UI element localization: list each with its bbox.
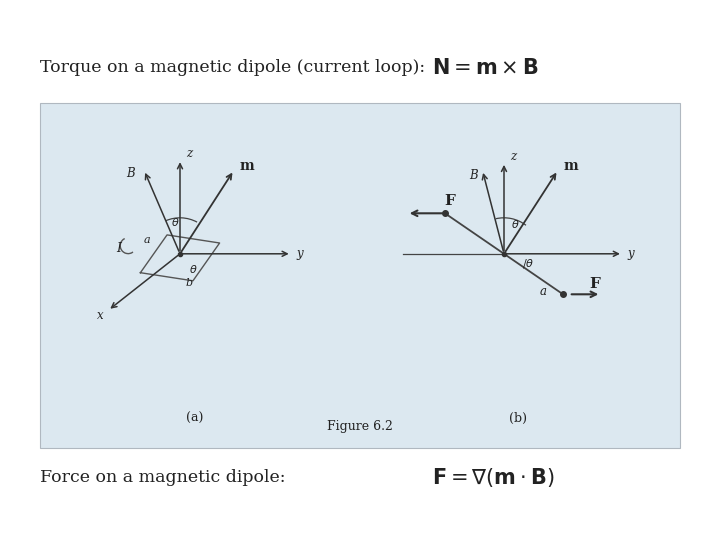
Text: B: B [126, 167, 135, 180]
Text: x: x [97, 309, 104, 322]
Text: m: m [563, 159, 577, 173]
Text: (a): (a) [186, 412, 203, 425]
Text: $\theta$: $\theta$ [189, 263, 197, 275]
Text: b: b [186, 279, 193, 288]
Text: y: y [297, 247, 303, 260]
Text: z: z [510, 150, 516, 163]
Text: a: a [144, 235, 150, 245]
Text: F: F [444, 194, 455, 208]
Text: a: a [540, 285, 547, 298]
Text: z: z [186, 147, 192, 160]
Text: (b): (b) [510, 412, 527, 425]
Text: $\mathbf{F} = \nabla(\mathbf{m} \cdot \mathbf{B})$: $\mathbf{F} = \nabla(\mathbf{m} \cdot \m… [432, 467, 555, 489]
Text: $\theta$: $\theta$ [171, 217, 180, 228]
Text: $\mathbf{N} = \mathbf{m} \times \mathbf{B}$: $\mathbf{N} = \mathbf{m} \times \mathbf{… [432, 57, 539, 78]
Text: Force on a magnetic dipole:: Force on a magnetic dipole: [40, 469, 285, 487]
Text: I: I [117, 242, 122, 255]
Text: y: y [628, 247, 634, 260]
FancyBboxPatch shape [40, 103, 680, 448]
Text: B: B [469, 169, 478, 182]
Text: $\theta$: $\theta$ [511, 218, 520, 230]
Text: /$\theta$: /$\theta$ [522, 257, 534, 270]
Text: F: F [589, 276, 600, 291]
Text: Torque on a magnetic dipole (current loop):: Torque on a magnetic dipole (current loo… [40, 59, 425, 76]
Text: m: m [239, 159, 253, 173]
Text: Figure 6.2: Figure 6.2 [327, 420, 393, 433]
